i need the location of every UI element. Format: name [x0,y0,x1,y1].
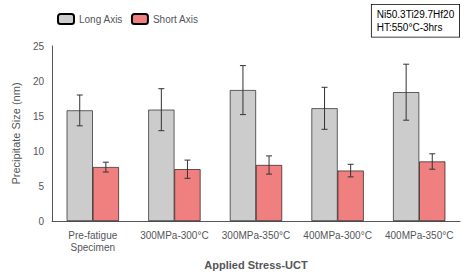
svg-text:15: 15 [33,111,45,122]
svg-text:400MPa-350°C: 400MPa-350°C [385,230,453,241]
svg-text:25: 25 [33,41,45,52]
svg-text:Specimen: Specimen [71,242,115,253]
svg-text:Long Axis: Long Axis [79,14,122,25]
svg-text:10: 10 [33,146,45,157]
svg-text:5: 5 [38,181,44,192]
svg-text:Short Axis: Short Axis [153,14,198,25]
svg-text:Precipitate Size (nm): Precipitate Size (nm) [10,82,22,184]
svg-text:Applied Stress-UCT: Applied Stress-UCT [204,259,308,271]
svg-text:0: 0 [38,216,44,227]
svg-text:Ni50.3Ti29.7Hf20: Ni50.3Ti29.7Hf20 [377,9,455,20]
svg-text:400MPa-300°C: 400MPa-300°C [303,230,371,241]
svg-text:300MPa-300°C: 300MPa-300°C [140,230,208,241]
svg-text:Pre-fatigue: Pre-fatigue [68,230,117,241]
svg-text:HT:550°C-3hrs: HT:550°C-3hrs [377,22,443,33]
svg-text:300MPa-350°C: 300MPa-350°C [222,230,290,241]
svg-text:20: 20 [33,76,45,87]
